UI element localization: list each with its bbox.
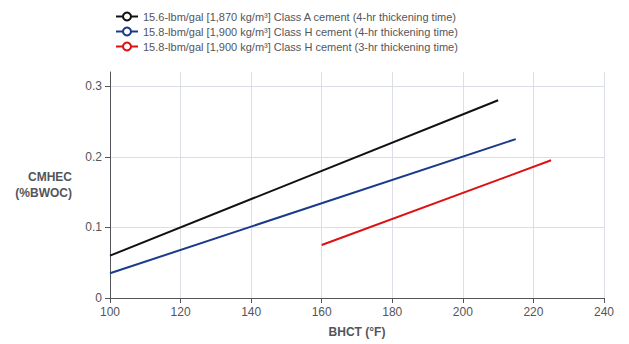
svg-text:0.2: 0.2 bbox=[85, 150, 102, 164]
svg-text:15.8-lbm/gal [1,900 kg/m³] Cla: 15.8-lbm/gal [1,900 kg/m³] Class H cemen… bbox=[143, 41, 458, 53]
svg-text:0: 0 bbox=[95, 291, 102, 305]
svg-text:BHCT (°F): BHCT (°F) bbox=[329, 325, 386, 339]
svg-text:180: 180 bbox=[382, 305, 402, 319]
svg-text:240: 240 bbox=[594, 305, 614, 319]
svg-text:0.1: 0.1 bbox=[85, 220, 102, 234]
svg-text:CMHEC: CMHEC bbox=[28, 170, 72, 184]
svg-text:(%BWOC): (%BWOC) bbox=[15, 186, 72, 200]
svg-text:15.8-lbm/gal [1,900 kg/m³] Cla: 15.8-lbm/gal [1,900 kg/m³] Class H cemen… bbox=[143, 26, 458, 38]
svg-text:15.6-lbm/gal [1,870 kg/m³] Cla: 15.6-lbm/gal [1,870 kg/m³] Class A cemen… bbox=[143, 11, 456, 23]
svg-text:100: 100 bbox=[100, 305, 120, 319]
svg-text:200: 200 bbox=[453, 305, 473, 319]
svg-text:160: 160 bbox=[312, 305, 332, 319]
svg-text:140: 140 bbox=[241, 305, 261, 319]
svg-text:120: 120 bbox=[171, 305, 191, 319]
svg-text:220: 220 bbox=[523, 305, 543, 319]
svg-text:0.3: 0.3 bbox=[85, 79, 102, 93]
